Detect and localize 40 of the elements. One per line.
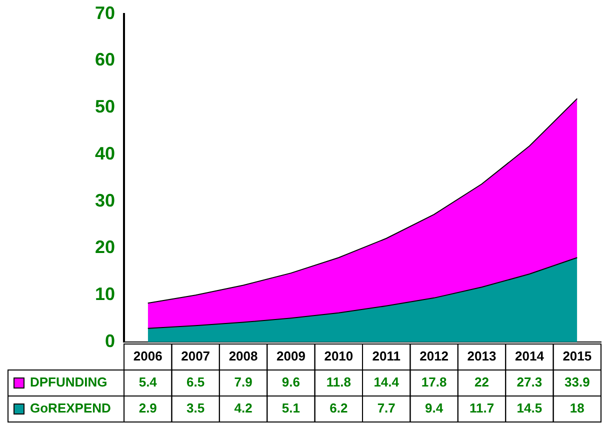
- data-label: 3.5: [186, 400, 205, 416]
- y-tick-label: 20: [94, 237, 116, 258]
- data-label: 4.2: [234, 400, 252, 416]
- y-tick-label: 40: [94, 143, 116, 164]
- x-tick-label: 2008: [228, 348, 258, 364]
- x-tick-label: 2013: [467, 348, 496, 364]
- x-tick-label: 2010: [324, 348, 354, 364]
- data-label: 9.4: [425, 400, 444, 416]
- y-tick-label: 10: [94, 284, 116, 304]
- data-label: 9.6: [282, 374, 300, 390]
- x-tick-label: 2015: [562, 348, 592, 364]
- legend-label: GoREXPEND: [30, 400, 111, 416]
- data-label: 27.3: [516, 374, 542, 390]
- data-label: 11.8: [326, 374, 351, 390]
- y-tick-label: 0: [105, 330, 116, 351]
- y-tick-label: 30: [94, 190, 116, 210]
- y-tick-label: 70: [94, 2, 116, 23]
- data-label: 14.4: [374, 374, 400, 390]
- y-tick-label: 50: [94, 96, 116, 117]
- data-label: 7.7: [377, 400, 396, 416]
- data-label: 17.8: [421, 374, 447, 390]
- x-tick-label: 2014: [514, 348, 545, 364]
- data-label: 22: [474, 374, 489, 390]
- x-tick-label: 2011: [372, 348, 400, 364]
- data-label: 5.1: [282, 400, 300, 416]
- data-label: 11.7: [469, 400, 494, 416]
- data-label: 2.9: [138, 400, 157, 416]
- legend-label: DPFUNDING: [30, 374, 108, 390]
- data-label: 6.2: [330, 400, 348, 416]
- data-label: 6.5: [186, 374, 205, 390]
- x-tick-label: 2009: [276, 348, 306, 364]
- x-tick-label: 2012: [420, 348, 449, 364]
- x-tick-label: 2007: [181, 348, 210, 364]
- data-label: 14.5: [516, 400, 542, 416]
- y-tick-label: 60: [94, 50, 116, 70]
- data-label: 7.9: [234, 374, 252, 390]
- data-label: 33.9: [564, 374, 590, 390]
- data-label: 18: [570, 400, 584, 416]
- x-tick-label: 2006: [133, 348, 162, 364]
- data-label: 5.4: [138, 374, 158, 390]
